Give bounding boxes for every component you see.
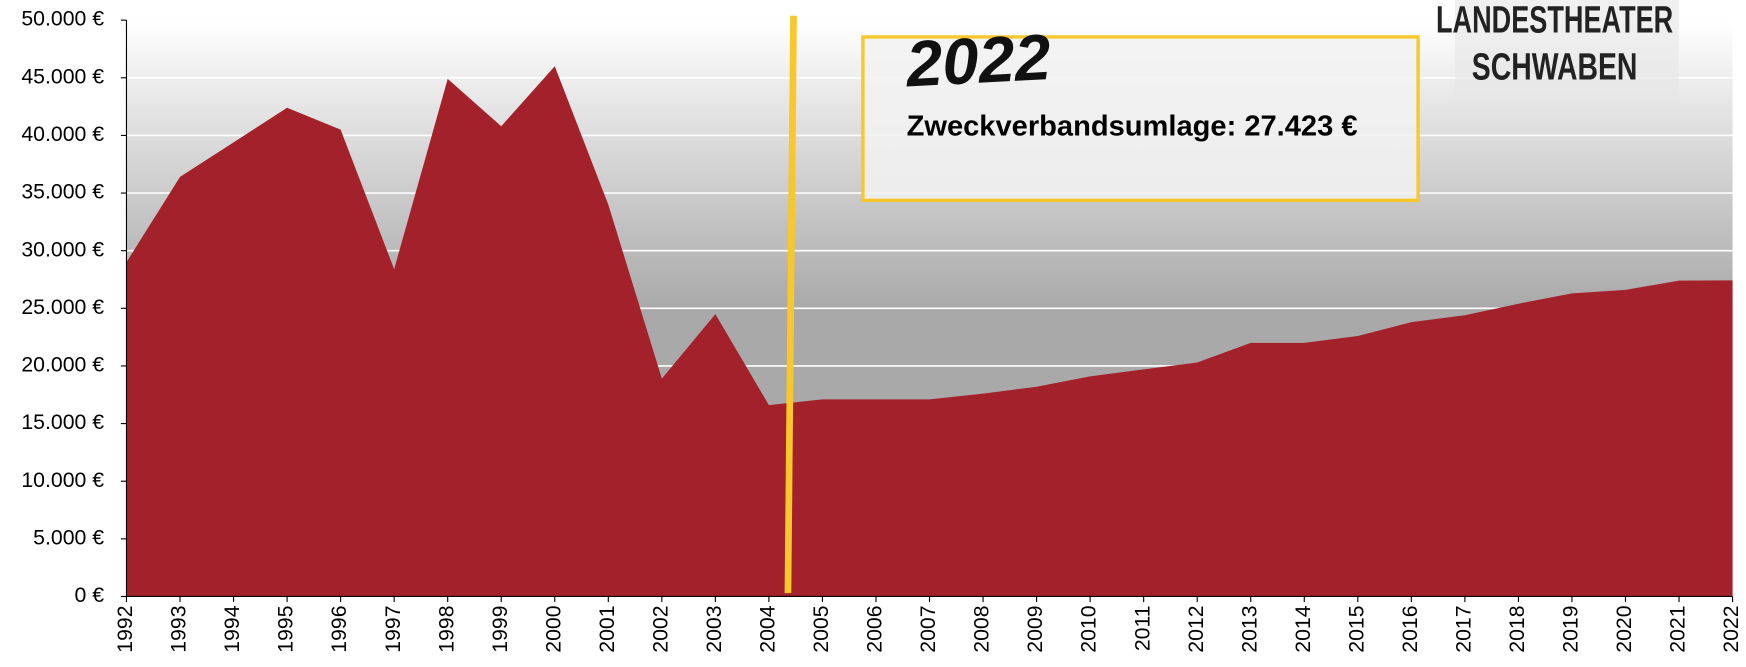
x-tick-label: 2004 [756,605,780,652]
y-tick-label: 50.000 € [21,7,104,31]
x-tick-label: 2003 [702,605,726,652]
marks [126,66,1733,597]
x-tick-label: 1996 [327,605,351,652]
x-tick-label: 1993 [167,605,191,652]
x-tick-label: 1998 [434,605,458,652]
x-tick-label: 1992 [113,605,137,652]
x-tick-label: 2021 [1666,605,1690,652]
x-tick-label: 2006 [863,605,887,652]
annotation-year: 2022 [902,20,1052,101]
y-tick-label: 0 € [75,583,105,607]
x-tick-label: 2011 [1130,605,1154,651]
x-tick-label: 2010 [1077,605,1101,652]
y-tick-label: 35.000 € [21,180,104,204]
x-tick-label: 2016 [1398,605,1422,652]
x-tick-label: 2019 [1559,605,1583,652]
marker-line [784,15,797,594]
x-tick-label: 1994 [220,605,244,652]
x-tick-label: 2009 [1023,605,1047,652]
x-tick-label: 2014 [1291,605,1315,652]
annotation-text: Zweckverbandsumlage: 27.423 € [907,110,1358,142]
logo-line: LANDESTHEATER [1436,0,1673,41]
x-tick-label: 1997 [381,605,405,652]
logo-background [1455,0,1679,103]
x-tick-label: 2013 [1237,605,1261,652]
x-tick-label: 2020 [1612,605,1636,652]
y-tick-label: 5.000 € [33,525,104,549]
y-tick-label: 25.000 € [21,295,104,319]
x-tick-label: 2008 [970,605,994,652]
x-tick-label: 2002 [648,605,672,652]
annotation-box [861,35,1420,203]
x-tick-label: 2005 [809,605,833,652]
y-tick-label: 45.000 € [21,64,104,88]
area [126,66,1733,597]
x-tick-label: 2018 [1505,605,1529,652]
y-tick-label: 10.000 € [21,468,104,492]
y-tick-label: 15.000 € [21,410,104,434]
x-tick-label: 2001 [595,605,619,652]
x-tick-label: 1999 [488,605,512,652]
logo-line: SCHWABEN [1472,46,1638,88]
x-tick-label: 2000 [541,605,565,652]
x-tick-label: 2015 [1344,605,1368,652]
y-tick-label: 40.000 € [21,122,104,146]
labels: 0 € 5.000 € 10.000 € 15.000 € 20.000 € 25.000… [21,7,1743,653]
y-tick-label: 30.000 € [21,237,104,261]
x-tick-label: 2007 [916,605,940,652]
x-tick-label: 1995 [274,605,298,652]
x-tick-label: 2012 [1184,605,1208,652]
y-tick-label: 20.000 € [21,353,104,377]
x-tick-label: 2022 [1719,605,1743,652]
x-tick-label: 2017 [1451,605,1475,652]
